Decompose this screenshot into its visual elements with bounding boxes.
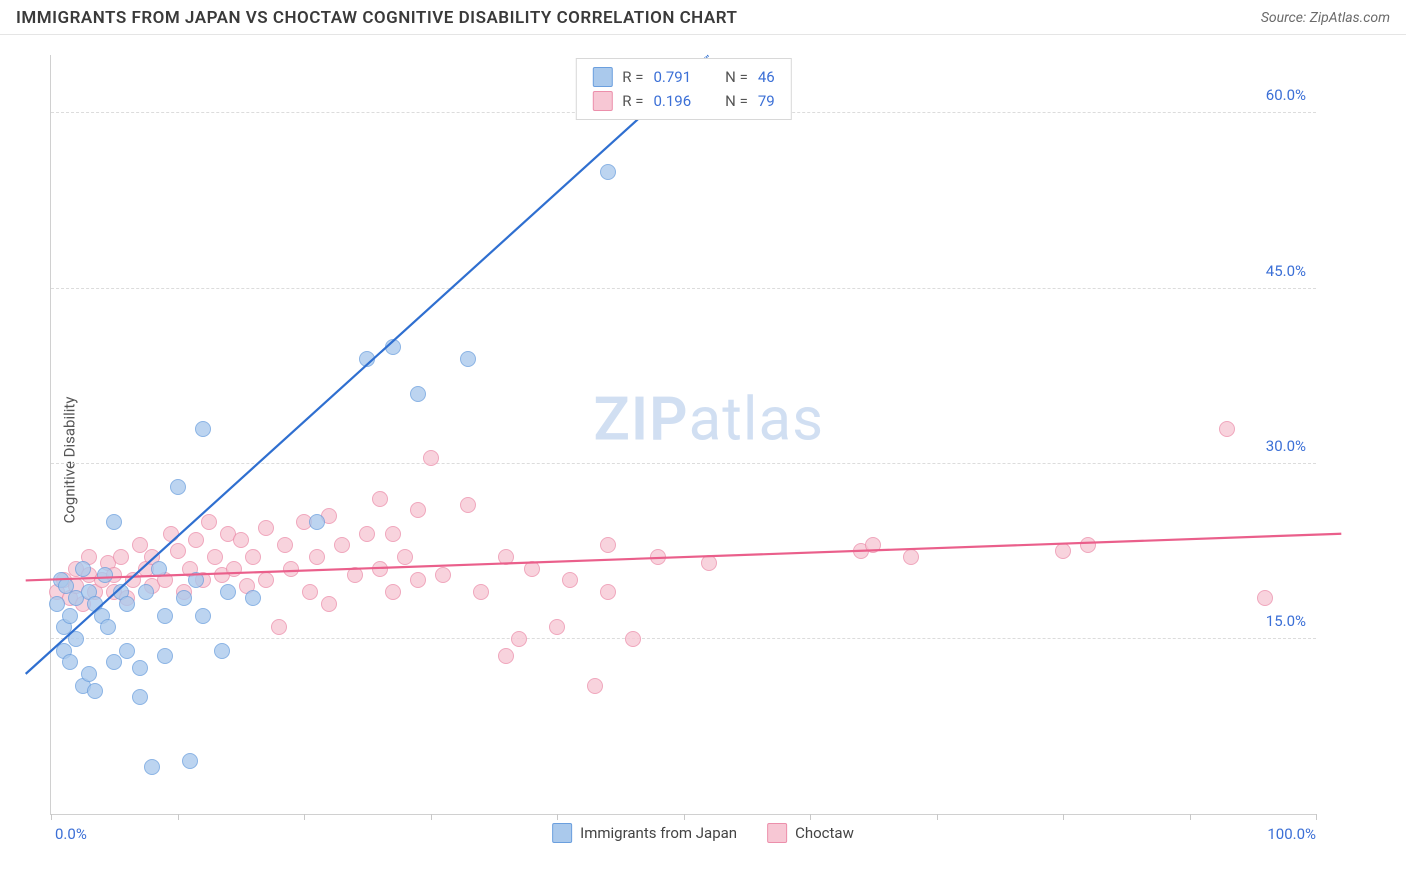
- stat-r-value-s2: 0.196: [653, 92, 691, 110]
- legend-label-s2: Choctaw: [795, 824, 854, 842]
- stat-r-label-s1: R =: [622, 68, 643, 86]
- source-prefix: Source:: [1261, 10, 1310, 26]
- legend-item-s2: Choctaw: [767, 823, 854, 843]
- stat-n-label-s2: N =: [725, 92, 748, 110]
- legend-swatch-s1: [552, 823, 572, 843]
- x-tick-mark: [51, 814, 52, 820]
- source-name: ZipAtlas.com: [1310, 10, 1390, 26]
- stats-legend-box: R = 0.791 N = 46 R = 0.196 N = 79: [575, 58, 791, 120]
- stat-r-value-s1: 0.791: [653, 68, 691, 86]
- x-tick-mark: [810, 814, 811, 820]
- x-tick-mark: [937, 814, 938, 820]
- chart-header: IMMIGRANTS FROM JAPAN VS CHOCTAW COGNITI…: [0, 0, 1406, 35]
- stat-n-value-s1: 46: [758, 68, 775, 86]
- x-tick-mark: [1063, 814, 1064, 820]
- x-tick-mark: [1316, 814, 1317, 820]
- stat-row-s1: R = 0.791 N = 46: [592, 65, 774, 89]
- y-tick-label: 15.0%: [1266, 612, 1306, 630]
- trend-lines: [51, 55, 1316, 814]
- x-tick-mark: [557, 814, 558, 820]
- x-tick-mark: [431, 814, 432, 820]
- stat-n-label-s1: N =: [725, 68, 748, 86]
- bottom-legend: Immigrants from Japan Choctaw: [552, 823, 854, 843]
- x-tick-mark: [178, 814, 179, 820]
- y-tick-label: 30.0%: [1266, 437, 1306, 455]
- x-tick-mark: [304, 814, 305, 820]
- swatch-s2: [592, 91, 612, 111]
- y-tick-label: 60.0%: [1266, 86, 1306, 104]
- stat-row-s2: R = 0.196 N = 79: [592, 89, 774, 113]
- source-label: Source: ZipAtlas.com: [1261, 10, 1390, 26]
- plot-area: R = 0.791 N = 46 R = 0.196 N = 79 ZIPatl…: [50, 55, 1316, 815]
- stat-r-label-s2: R =: [622, 92, 643, 110]
- x-tick-mark: [684, 814, 685, 820]
- swatch-s1: [592, 67, 612, 87]
- x-axis-max-label: 100.0%: [1267, 825, 1316, 843]
- legend-label-s1: Immigrants from Japan: [580, 824, 737, 842]
- legend-swatch-s2: [767, 823, 787, 843]
- x-tick-mark: [1190, 814, 1191, 820]
- chart-area: Cognitive Disability R = 0.791 N = 46 R …: [0, 35, 1406, 885]
- stat-n-value-s2: 79: [758, 92, 775, 110]
- chart-title: IMMIGRANTS FROM JAPAN VS CHOCTAW COGNITI…: [16, 8, 737, 28]
- legend-item-s1: Immigrants from Japan: [552, 823, 737, 843]
- x-axis-min-label: 0.0%: [55, 825, 87, 843]
- y-tick-label: 45.0%: [1266, 262, 1306, 280]
